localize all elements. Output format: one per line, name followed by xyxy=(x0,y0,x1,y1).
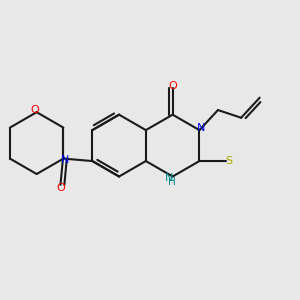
Text: S: S xyxy=(226,156,233,166)
Text: N: N xyxy=(197,123,205,134)
Text: O: O xyxy=(56,183,65,193)
Text: O: O xyxy=(168,81,177,91)
Text: N: N xyxy=(61,155,69,165)
Text: O: O xyxy=(31,105,40,115)
Text: H: H xyxy=(168,177,175,187)
Text: N: N xyxy=(165,173,173,183)
